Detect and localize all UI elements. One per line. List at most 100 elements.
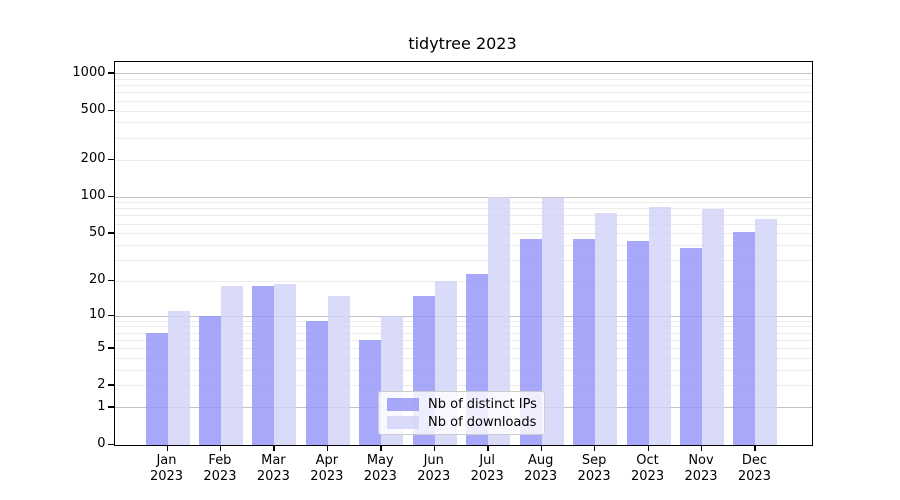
y-tick-label: 10 xyxy=(88,307,106,323)
bar-nb-of-distinct-ips-feb xyxy=(198,315,221,445)
minor-gridline xyxy=(114,244,812,246)
x-tick-mark xyxy=(326,444,329,451)
x-tick-label-feb: Feb 2023 xyxy=(203,452,237,484)
y-tick-label: 20 xyxy=(88,272,106,288)
x-tick-mark xyxy=(647,444,649,451)
bar-nb-of-distinct-ips-apr xyxy=(305,320,328,445)
bar-nb-of-downloads-jul xyxy=(488,196,511,445)
minor-gridline xyxy=(114,215,812,217)
minor-gridline xyxy=(114,208,812,210)
minor-gridline xyxy=(114,348,812,350)
legend: Nb of distinct IPs Nb of downloads xyxy=(378,391,545,435)
legend-label-distinct-ips: Nb of distinct IPs xyxy=(428,396,537,412)
minor-gridline xyxy=(114,326,812,328)
x-tick-label-aug: Aug 2023 xyxy=(524,452,558,484)
bar-nb-of-distinct-ips-may xyxy=(359,339,382,445)
bar-nb-of-distinct-ips-mar xyxy=(252,286,275,445)
minor-gridline xyxy=(114,233,812,235)
x-tick-label-oct: Oct 2023 xyxy=(631,452,665,484)
x-tick-mark xyxy=(380,444,382,451)
x-tick-mark xyxy=(433,444,436,451)
x-tick-mark xyxy=(540,444,543,451)
minor-gridline xyxy=(114,137,812,139)
x-tick-mark xyxy=(219,444,222,451)
y-tick-mark xyxy=(107,72,114,74)
y-tick-mark xyxy=(107,158,114,160)
bar-nb-of-downloads-sep xyxy=(595,213,618,445)
minor-gridline xyxy=(114,110,812,112)
minor-gridline xyxy=(114,223,812,225)
bar-nb-of-downloads-feb xyxy=(220,286,243,445)
bar-nb-of-downloads-oct xyxy=(648,207,671,445)
x-tick-label-jun: Jun 2023 xyxy=(417,452,451,484)
bar-nb-of-distinct-ips-jan xyxy=(145,332,168,445)
minor-gridline xyxy=(114,202,812,204)
minor-gridline xyxy=(114,385,812,387)
x-tick-label-jan: Jan 2023 xyxy=(149,452,184,484)
x-tick-label-jul: Jul 2023 xyxy=(470,452,504,484)
legend-label-downloads: Nb of downloads xyxy=(428,414,537,430)
minor-gridline xyxy=(114,280,812,282)
y-tick-label: 200 xyxy=(80,151,106,167)
minor-gridline xyxy=(114,92,812,94)
y-tick-label: 1 xyxy=(97,398,106,414)
minor-gridline xyxy=(114,260,812,262)
bar-nb-of-distinct-ips-oct xyxy=(626,241,649,445)
legend-swatch-downloads xyxy=(387,415,419,429)
bar-nb-of-distinct-ips-sep xyxy=(573,238,596,445)
y-tick-label: 100 xyxy=(80,188,106,204)
y-tick-mark xyxy=(107,406,114,408)
bar-nb-of-downloads-apr xyxy=(327,295,350,445)
y-tick-mark xyxy=(107,384,114,386)
y-tick-label: 50 xyxy=(88,224,106,240)
y-tick-label: 1000 xyxy=(72,64,106,80)
legend-item-distinct-ips: Nb of distinct IPs xyxy=(387,396,537,412)
x-tick-mark xyxy=(487,444,489,451)
minor-gridline xyxy=(114,122,812,124)
plot-area xyxy=(113,60,813,446)
bar-nb-of-downloads-jan xyxy=(167,311,190,445)
legend-swatch-distinct-ips xyxy=(387,397,419,411)
legend-item-downloads: Nb of downloads xyxy=(387,415,536,430)
x-tick-label-mar: Mar 2023 xyxy=(256,452,290,484)
minor-gridline xyxy=(114,79,812,80)
x-tick-label-apr: Apr 2023 xyxy=(310,452,344,484)
major-gridline xyxy=(114,196,812,198)
minor-gridline xyxy=(114,332,812,334)
chart-title: tidytree 2023 xyxy=(408,34,517,53)
major-gridline xyxy=(114,73,812,75)
bar-nb-of-downloads-aug xyxy=(541,197,564,445)
bar-nb-of-distinct-ips-nov xyxy=(680,247,702,445)
x-tick-mark xyxy=(166,444,168,451)
minor-gridline xyxy=(114,339,812,341)
x-tick-mark xyxy=(754,444,756,451)
x-tick-label-nov: Nov 2023 xyxy=(684,452,718,484)
bar-nb-of-downloads-nov xyxy=(702,209,724,445)
y-tick-label: 5 xyxy=(97,339,106,355)
bar-nb-of-downloads-mar xyxy=(274,283,297,445)
x-tick-label-may: May 2023 xyxy=(363,452,397,484)
y-tick-mark xyxy=(107,109,114,111)
x-tick-mark xyxy=(273,444,275,451)
y-tick-mark xyxy=(107,443,114,445)
bar-nb-of-distinct-ips-dec xyxy=(733,232,756,445)
y-tick-mark xyxy=(107,232,114,234)
minor-gridline xyxy=(114,320,812,322)
y-tick-label: 500 xyxy=(80,102,106,118)
minor-gridline xyxy=(114,85,812,87)
y-tick-mark xyxy=(107,195,114,197)
minor-gridline xyxy=(114,370,812,372)
x-tick-label-sep: Sep 2023 xyxy=(577,452,611,484)
x-tick-mark xyxy=(701,444,703,451)
x-tick-mark xyxy=(594,444,596,451)
bar-nb-of-downloads-dec xyxy=(755,219,778,445)
y-tick-mark xyxy=(107,347,114,349)
y-tick-mark xyxy=(107,279,114,282)
minor-gridline xyxy=(114,159,812,161)
major-gridline xyxy=(114,315,812,317)
y-tick-mark xyxy=(107,314,114,317)
minor-gridline xyxy=(114,100,812,102)
y-tick-label: 2 xyxy=(97,376,106,392)
y-tick-label: 0 xyxy=(97,436,106,451)
